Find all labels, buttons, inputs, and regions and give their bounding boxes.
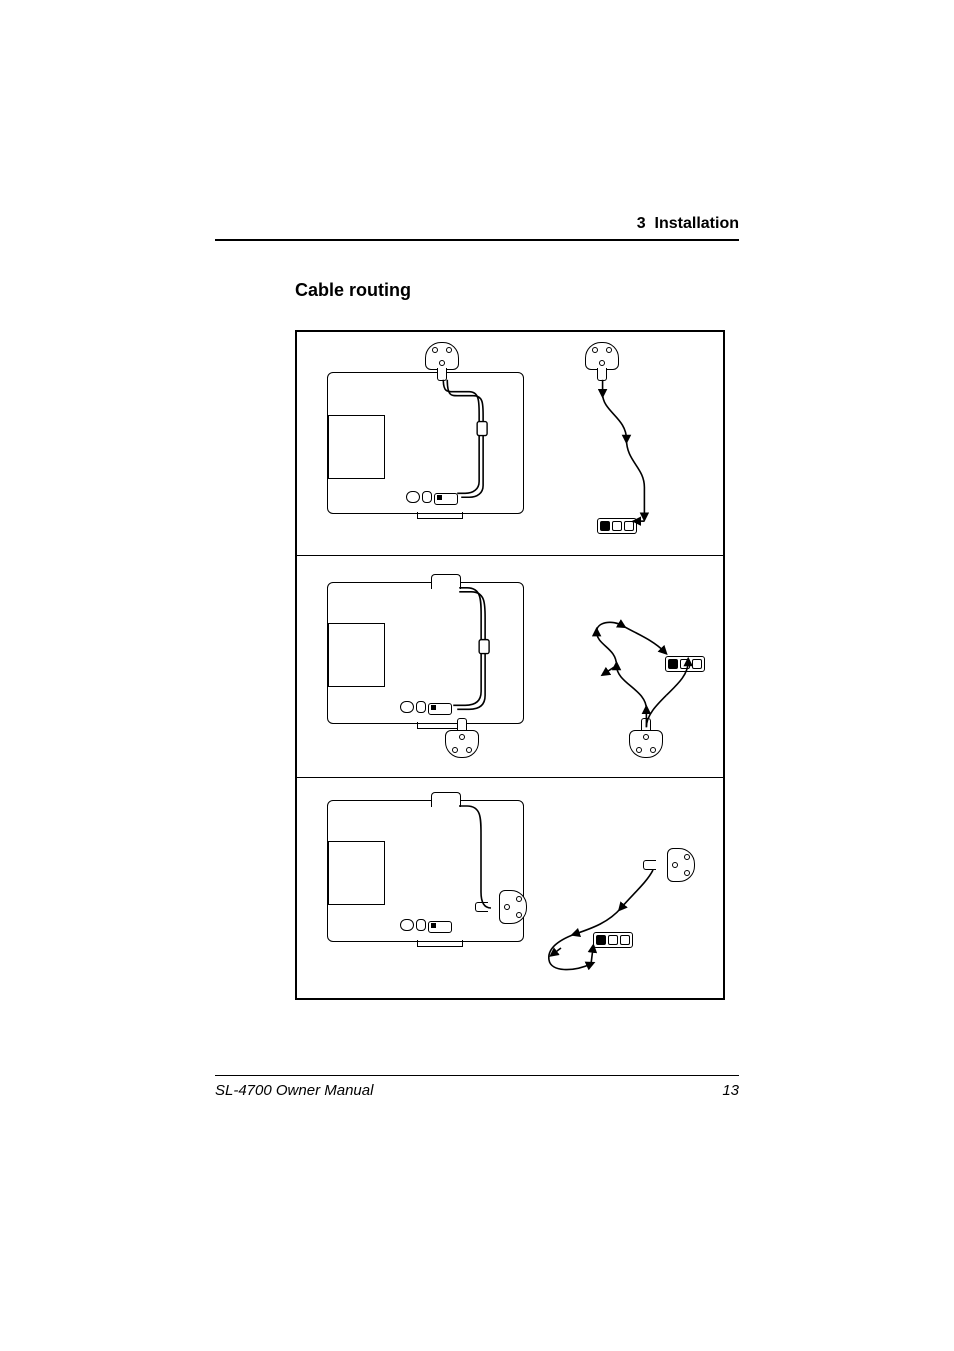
- device-foot: [417, 512, 463, 519]
- device-ports: [406, 491, 458, 503]
- cable-entry: [431, 792, 461, 807]
- diagram-panel-3: [297, 778, 723, 998]
- plug-side-right: [655, 848, 695, 880]
- connector-box: [665, 656, 705, 672]
- plug-side-left: [487, 890, 527, 922]
- cable-routing-diagram: [295, 330, 725, 1000]
- plug-top-left: [425, 342, 457, 382]
- device-box: [327, 582, 524, 724]
- plug-bottom-left: [445, 730, 477, 770]
- footer-page-number: 13: [722, 1082, 739, 1099]
- chapter-title: Installation: [655, 215, 739, 232]
- connector-box: [593, 932, 633, 948]
- manual-page: 3 Installation Cable routing: [0, 0, 954, 1351]
- section-title: Cable routing: [295, 280, 411, 301]
- device-inner-block: [328, 415, 385, 479]
- connector-box: [597, 518, 637, 534]
- diagram-panel-1: [297, 332, 723, 556]
- device-inner-block: [328, 841, 385, 905]
- page-footer: SL-4700 Owner Manual 13: [215, 1075, 739, 1099]
- header-rule: [215, 239, 739, 241]
- chapter-number: 3: [637, 215, 646, 232]
- footer-manual-title: SL-4700 Owner Manual: [215, 1082, 373, 1099]
- device-ports: [400, 919, 452, 931]
- plug-top-right: [585, 342, 617, 382]
- diagram-panel-2: [297, 556, 723, 778]
- footer-rule: [215, 1075, 739, 1076]
- page-header: 3 Installation: [215, 215, 739, 241]
- plug-bottom-right: [629, 730, 661, 770]
- cable-entry: [431, 574, 461, 589]
- device-foot: [417, 940, 463, 947]
- chapter-label: 3 Installation: [215, 215, 739, 239]
- device-ports: [400, 701, 452, 713]
- device-box: [327, 372, 524, 514]
- device-inner-block: [328, 623, 385, 687]
